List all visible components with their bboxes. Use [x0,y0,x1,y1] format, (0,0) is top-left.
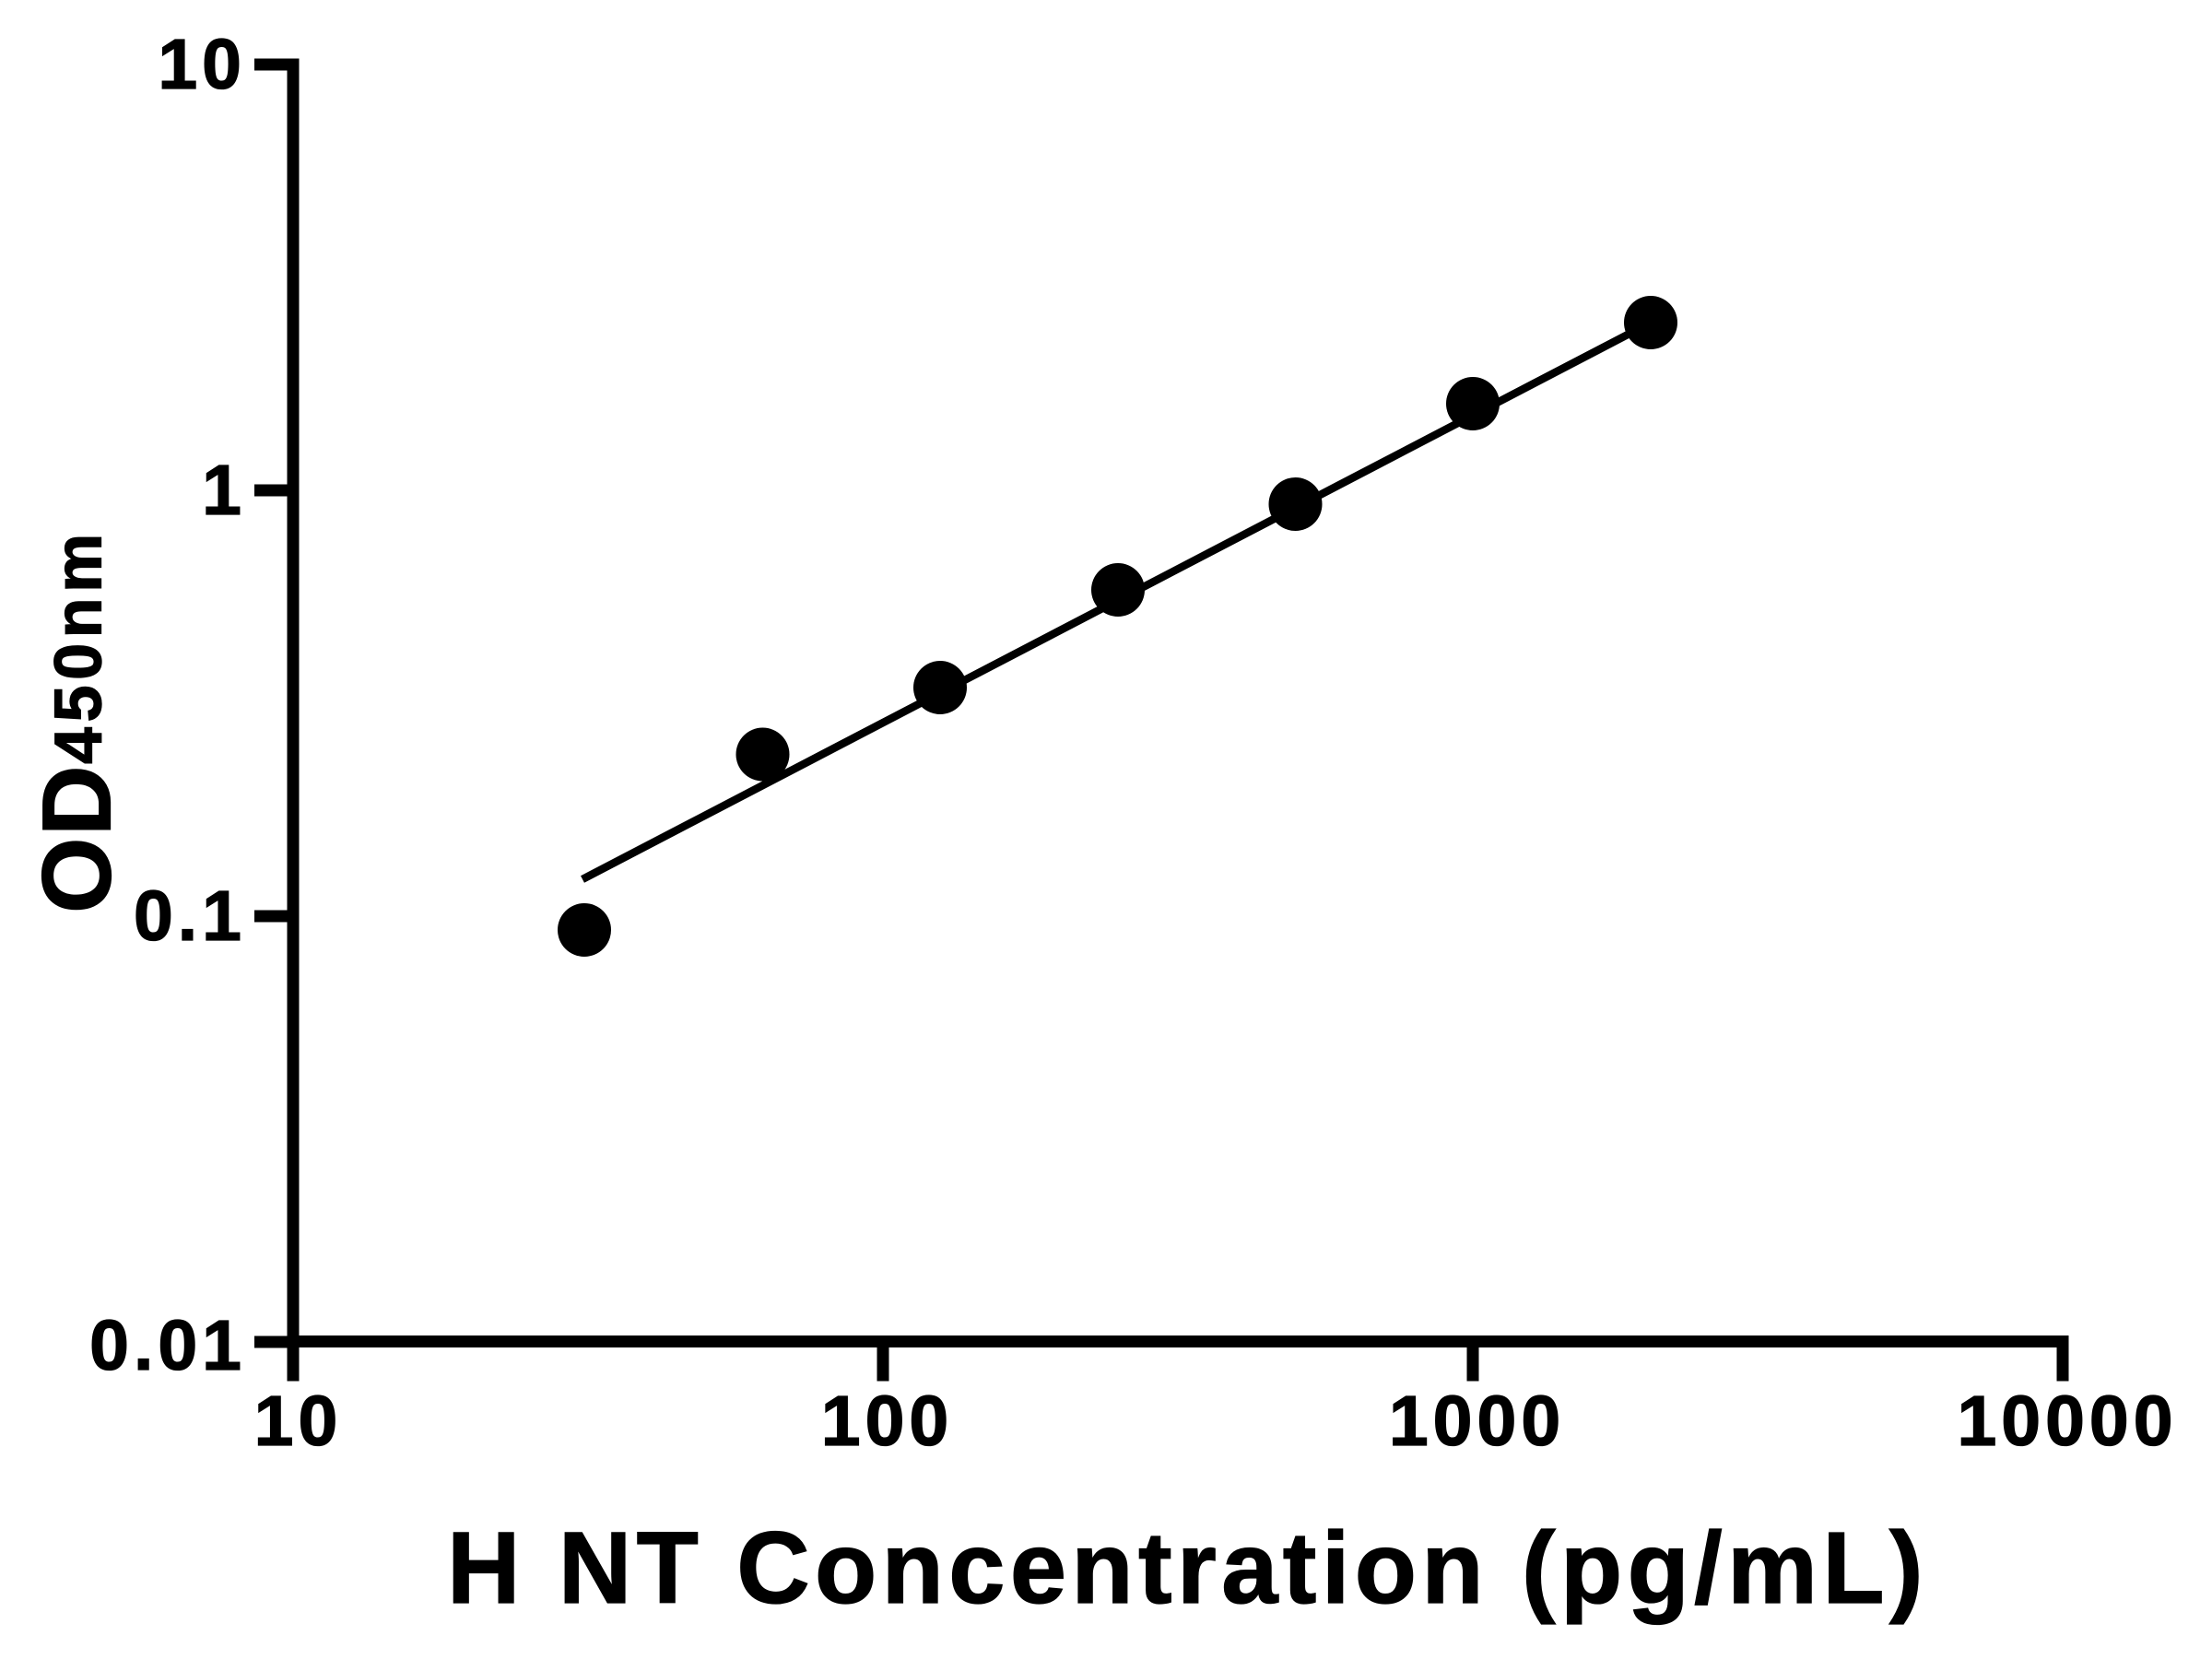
svg-text:100: 100 [821,1382,953,1461]
svg-text:0.1: 0.1 [134,877,246,956]
svg-text:10: 10 [158,25,246,104]
svg-text:1: 1 [202,451,246,530]
svg-text:1000: 1000 [1389,1382,1565,1461]
svg-text:H NT Concentration (pg/mL): H NT Concentration (pg/mL) [447,1512,1928,1625]
svg-text:10: 10 [254,1382,343,1461]
svg-text:0.01: 0.01 [89,1306,246,1385]
svg-text:OD450nm: OD450nm [23,528,132,913]
svg-text:10000: 10000 [1957,1382,2177,1461]
